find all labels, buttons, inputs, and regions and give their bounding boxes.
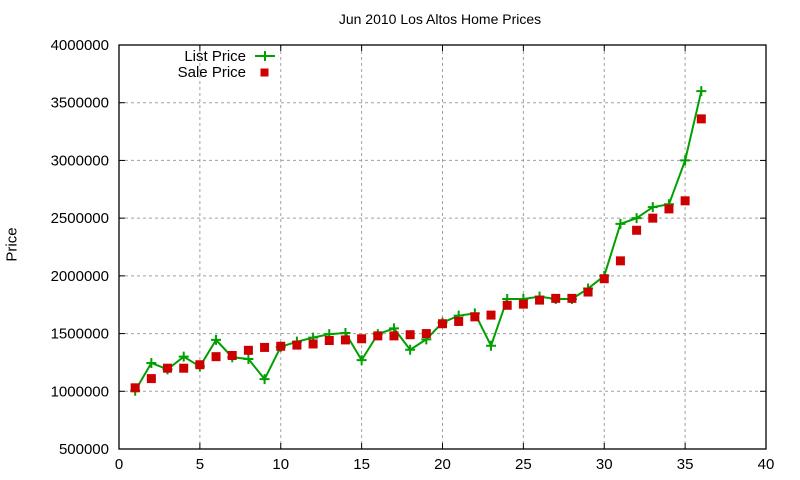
- sale-price-point: [195, 360, 205, 370]
- sale-price-point: [389, 331, 399, 341]
- sale-price-point: [260, 342, 270, 352]
- list-price-point: [243, 353, 254, 364]
- y-tick-label: 3000000: [51, 152, 109, 169]
- x-tick-label: 5: [196, 456, 204, 473]
- sale-price-point: [535, 295, 545, 305]
- legend-label-list-price: List Price: [184, 48, 246, 65]
- legend-square-icon: [260, 68, 269, 77]
- sale-price-point: [664, 204, 674, 214]
- x-tick-label: 20: [434, 456, 451, 473]
- sale-price-point: [146, 374, 156, 384]
- y-tick-label: 2000000: [51, 268, 109, 285]
- sale-price-point: [340, 335, 350, 345]
- sale-price-point: [583, 287, 593, 297]
- y-tick-label: 1000000: [51, 383, 109, 400]
- tick-labels: 0 5 10 15 20 25 30 35 40 500000 1000000 1500000 2000…: [51, 37, 775, 473]
- x-tick-label: 30: [596, 456, 613, 473]
- list-price-point: [680, 155, 691, 166]
- x-tick-label: 40: [758, 456, 775, 473]
- list-price-point: [356, 355, 367, 366]
- sale-price-point: [130, 383, 140, 393]
- sale-price-point: [373, 331, 383, 341]
- list-price-point: [486, 340, 497, 351]
- sale-price-point: [518, 299, 528, 309]
- sale-price-point: [648, 213, 658, 223]
- y-tick-label: 3500000: [51, 95, 109, 112]
- sale-price-point: [438, 319, 447, 329]
- sale-price-point: [421, 329, 431, 339]
- sale-price-point: [502, 300, 512, 310]
- list-price-point: [405, 344, 416, 355]
- y-tick-label: 1500000: [51, 326, 109, 343]
- sale-price-point: [179, 363, 189, 373]
- axes: [118, 44, 767, 450]
- x-tick-label: 10: [272, 456, 289, 473]
- x-tick-label: 35: [677, 456, 694, 473]
- sale-price-point: [227, 351, 237, 361]
- sale-price-point: [357, 334, 367, 344]
- x-tick-label: 25: [515, 456, 532, 473]
- sale-price-point: [211, 352, 221, 362]
- list-price-point: [259, 374, 270, 385]
- sale-price-point: [567, 293, 577, 303]
- sale-price-point: [470, 312, 480, 322]
- sale-price-point: [276, 341, 286, 351]
- chart-title: Jun 2010 Los Altos Home Prices: [338, 11, 542, 27]
- data-series: [130, 86, 707, 396]
- sale-price-point: [308, 339, 318, 349]
- list-price-point: [647, 202, 658, 213]
- sale-price-point: [405, 330, 415, 340]
- sale-price-point: [599, 274, 609, 284]
- sale-price-point: [551, 293, 561, 303]
- sale-price-point: [615, 256, 625, 266]
- list-price-point: [146, 358, 157, 369]
- y-tick-label: 2500000: [51, 210, 109, 227]
- y-tick-label: 4000000: [51, 37, 109, 54]
- sale-price-point: [632, 225, 642, 235]
- sale-price-point: [292, 340, 302, 350]
- sale-price-point: [324, 335, 334, 345]
- x-tick-label: 0: [115, 456, 123, 473]
- list-price-point: [696, 86, 707, 97]
- x-tick-label: 15: [353, 456, 370, 473]
- grid-lines: [119, 45, 766, 449]
- sale-price-point: [243, 345, 253, 355]
- list-price-point: [178, 351, 189, 362]
- y-tick-label: 500000: [59, 441, 109, 458]
- list-price-point: [631, 213, 642, 224]
- sale-price-point: [454, 316, 464, 326]
- list-price-line: [134, 90, 703, 392]
- list-price-point: [211, 334, 222, 345]
- sale-price-point: [163, 363, 173, 373]
- legend-label-sale-price: Sale Price: [178, 64, 246, 81]
- sale-price-point: [486, 310, 496, 320]
- sale-price-point: [680, 196, 690, 206]
- sale-price-point: [696, 114, 706, 124]
- list-price-point: [615, 218, 626, 229]
